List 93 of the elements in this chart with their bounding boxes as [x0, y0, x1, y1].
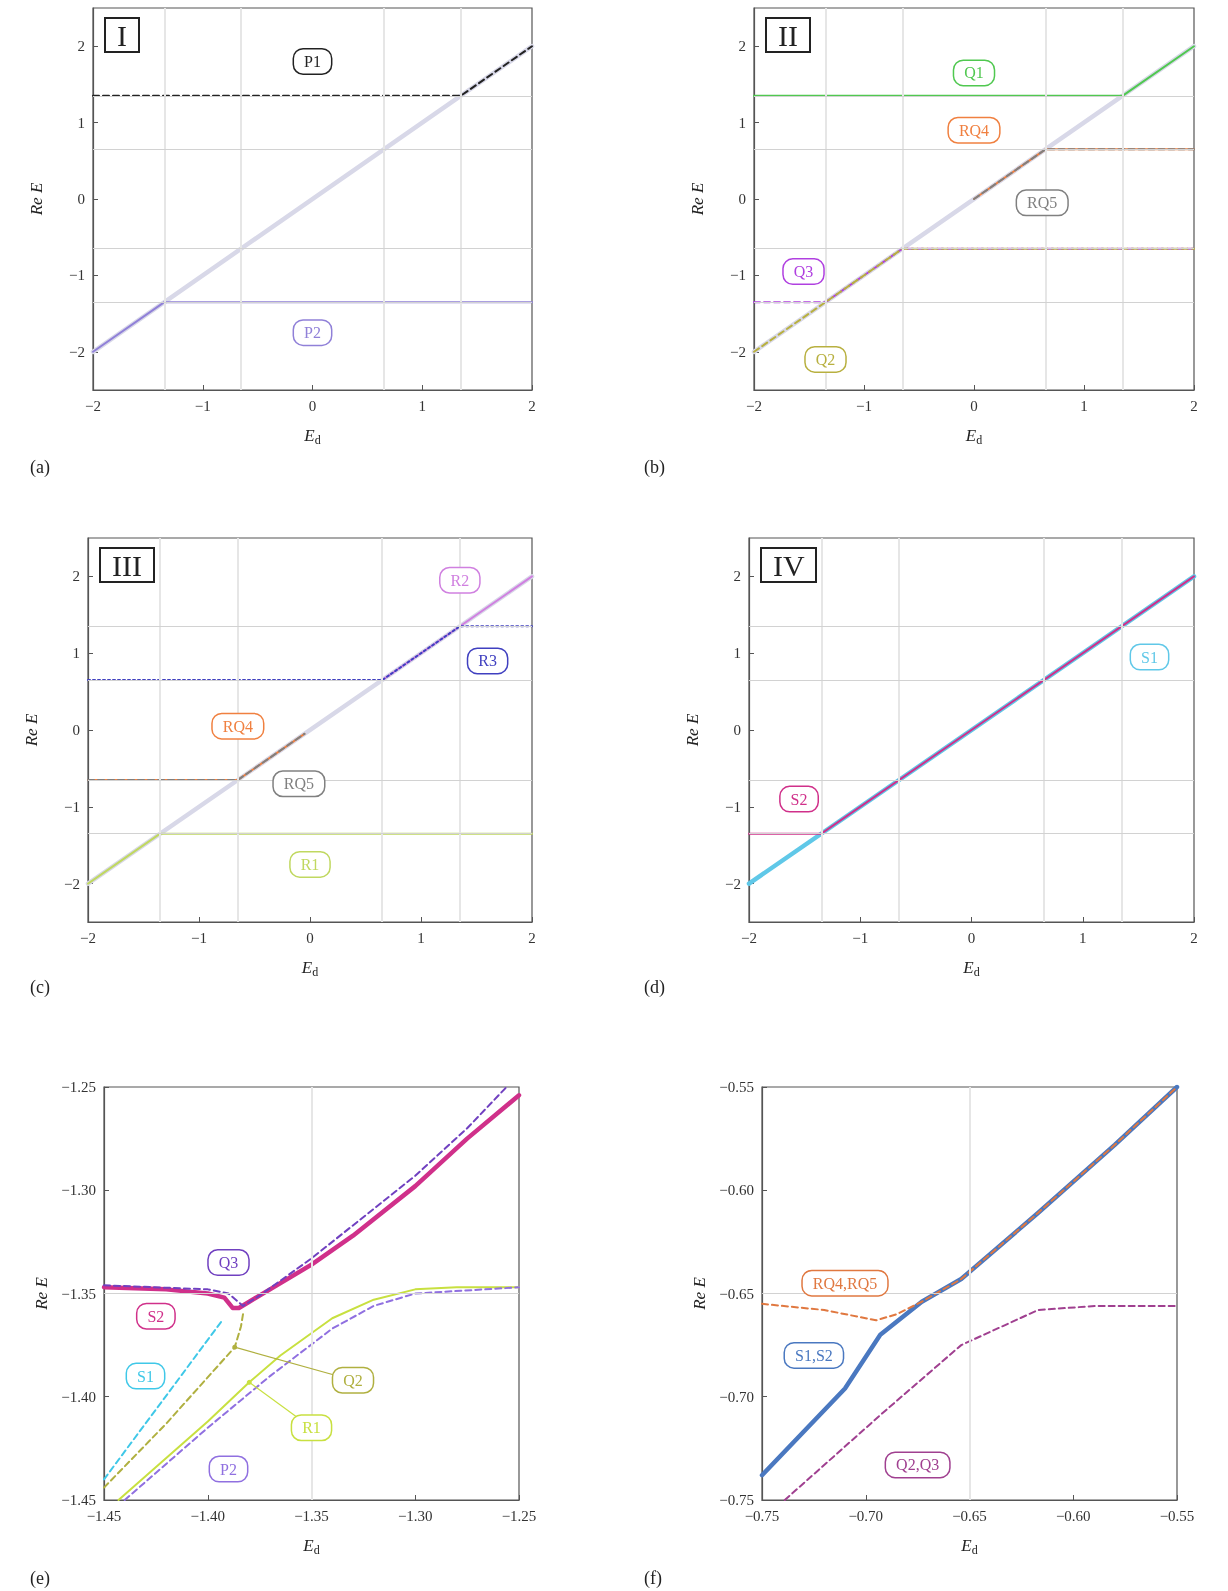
series-label: RQ5 [283, 775, 315, 793]
series-label: S1 [137, 1367, 154, 1385]
series-label: S1 [1141, 648, 1158, 666]
x-tick-label: 0 [967, 929, 976, 946]
x-tick-label: 0 [308, 397, 317, 414]
text: Q2 [343, 1371, 363, 1389]
y-axis-title: Re E [690, 1276, 710, 1311]
series-label: R2 [450, 571, 470, 589]
y-tick-label: −2 [730, 343, 746, 360]
y-tick-label: −2 [725, 875, 741, 892]
series-label: Q3 [218, 1254, 239, 1272]
x-tick-label: −0.70 [848, 1507, 884, 1524]
text: R1 [302, 1419, 321, 1437]
series-label: R3 [478, 652, 497, 670]
text: (b) [644, 457, 665, 478]
y-tick-label: 1 [733, 645, 741, 662]
x-tick-label: −1.35 [294, 1507, 329, 1524]
x-tick-label: −1 [856, 397, 872, 414]
x-tick-label: 0 [306, 929, 314, 946]
x-tick-label: −0.60 [1055, 1507, 1091, 1524]
series-label: S1,S2 [794, 1346, 833, 1364]
y-tick-label: −1 [64, 798, 80, 815]
x-tick-label: −1.25 [501, 1507, 537, 1524]
series-label: RQ4 [222, 717, 253, 735]
y-tick-label: 0 [733, 722, 741, 738]
series-label: S2 [147, 1307, 165, 1325]
y-tick-label: −1 [69, 267, 85, 284]
y-axis-title: Re E [32, 1276, 52, 1311]
text: Q2 [815, 350, 836, 368]
y-axis-title: Re E [683, 713, 702, 748]
y-tick-label: 0 [738, 191, 746, 207]
text: (a) [30, 457, 50, 478]
y-tick-label: −1 [725, 798, 741, 815]
chart-title: IV [773, 548, 805, 582]
text: (f) [644, 1568, 662, 1589]
x-tick-label: 1 [1079, 929, 1087, 946]
x-tick-label: 1 [1080, 397, 1088, 414]
x-tick-label: −1.40 [190, 1507, 226, 1524]
chart-title: II [778, 18, 798, 52]
series-label: P1 [304, 52, 321, 70]
y-tick-label: −1.45 [61, 1492, 96, 1508]
y-tick-label: −0.75 [719, 1492, 754, 1508]
y-tick-label: 2 [733, 568, 741, 585]
x-tick-label: 1 [417, 929, 425, 946]
series-label: RQ4,RQ5 [812, 1274, 878, 1292]
y-tick-label: −0.70 [719, 1388, 754, 1405]
y-tick-label: −2 [64, 875, 80, 892]
x-tick-label: −1 [194, 397, 211, 414]
y-tick-label: 2 [77, 38, 85, 55]
y-axis-title: Re E [22, 713, 41, 748]
y-axis-title: Re E [27, 182, 46, 217]
y-tick-label: −1.40 [61, 1388, 96, 1405]
series-label: Q3 [793, 263, 814, 281]
x-tick-label: −1 [191, 929, 207, 946]
text: P2 [220, 1460, 237, 1478]
x-tick-label: 2 [1190, 929, 1198, 946]
x-tick-label: 2 [528, 397, 536, 414]
x-tick-label: −0.65 [952, 1507, 987, 1524]
x-tick-label: −0.55 [1159, 1507, 1195, 1524]
text: Q2,Q3 [896, 1456, 940, 1474]
y-tick-label: −1 [730, 267, 746, 284]
text: (e) [30, 1568, 50, 1589]
x-tick-label: 2 [1190, 397, 1198, 414]
series-label: P2 [304, 324, 321, 342]
y-tick-label: −1.25 [61, 1079, 96, 1095]
y-tick-label: −1.30 [61, 1182, 96, 1199]
x-tick-label: 2 [528, 929, 536, 946]
x-tick-label: −1.30 [397, 1507, 433, 1524]
y-tick-label: 1 [77, 114, 85, 131]
y-tick-label: 2 [72, 568, 80, 585]
y-tick-label: 1 [72, 645, 80, 662]
y-tick-label: 1 [738, 114, 746, 131]
y-tick-label: 0 [72, 722, 80, 738]
series-label: Q1 [964, 64, 984, 82]
y-axis-title: Re E [688, 182, 707, 217]
series-label: RQ5 [1027, 194, 1058, 212]
chart-title: III [112, 548, 142, 582]
x-tick-label: 1 [418, 397, 426, 414]
y-tick-label: 0 [77, 191, 85, 207]
series-label: R1 [300, 855, 320, 873]
text: (d) [644, 977, 665, 998]
y-tick-label: −0.60 [719, 1182, 754, 1199]
y-tick-label: −1.35 [61, 1285, 96, 1302]
y-tick-label: −0.55 [719, 1079, 754, 1095]
chart-title: I [117, 18, 127, 52]
x-tick-label: −1 [852, 929, 869, 946]
y-tick-label: −2 [69, 343, 85, 360]
y-tick-label: −0.65 [719, 1285, 754, 1302]
x-tick-label: 0 [970, 397, 978, 414]
y-tick-label: 2 [738, 38, 746, 55]
series-label: S2 [790, 790, 808, 808]
text: (c) [30, 977, 50, 998]
text: RQ4 [958, 121, 990, 139]
